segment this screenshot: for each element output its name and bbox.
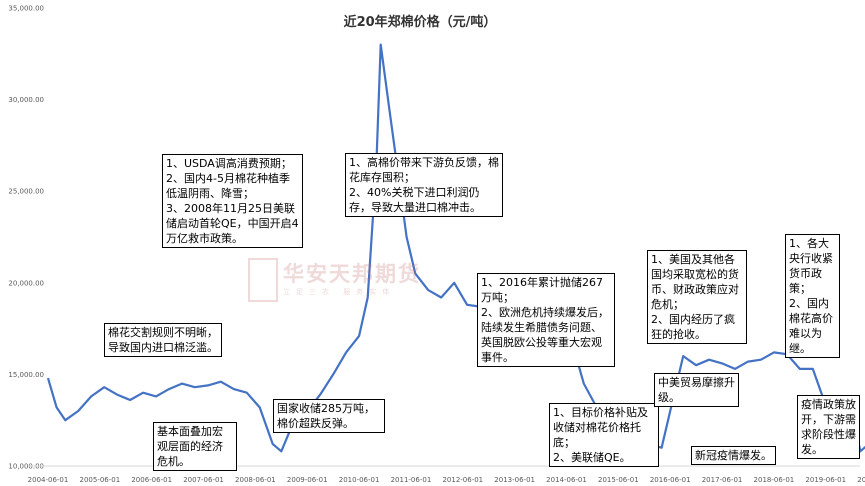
annotation-box: 1、目标价格补贴及收储对棉花价格托底； 2、美联储QE。 [549, 403, 659, 467]
x-tick-label: 2011-06-01 [391, 476, 432, 484]
annotation-box: 棉花交割规则不明晰，导致国内进口棉泛滥。 [104, 323, 222, 357]
x-tick-label: 2019-06-01 [805, 476, 846, 484]
y-tick-label: 15,000.00 [8, 371, 44, 379]
x-tick-label: 2005-06-01 [80, 476, 121, 484]
watermark-text: 华安天邦期货 [283, 262, 421, 286]
annotation-box: 疫情政策放开，下游需求阶段性爆发。 [797, 395, 860, 459]
annotation-box: 新冠疫情爆发。 [691, 446, 776, 465]
x-tick-label: 2020-06-01 [857, 476, 865, 484]
annotation-box: 中美贸易摩擦升级。 [654, 373, 739, 407]
y-tick-label: 30,000.00 [8, 96, 44, 104]
watermark-logo-icon [248, 258, 278, 302]
watermark-subtext: 立足三农 服务实体 [283, 288, 396, 296]
x-tick-label: 2004-06-01 [28, 476, 69, 484]
x-tick-label: 2009-06-01 [287, 476, 328, 484]
y-tick-label: 10,000.00 [8, 463, 44, 471]
y-tick-label: 25,000.00 [8, 188, 44, 196]
x-tick-label: 2014-06-01 [546, 476, 587, 484]
y-axis: 10,000.00 15,000.00 20,000.00 25,000.00 30,0… [8, 5, 44, 471]
y-tick-label: 20,000.00 [8, 279, 44, 287]
annotation-box: 1、2016年累计抛储267万吨； 2、欧洲危机持续爆发后，陆续发生希腊债务问题… [477, 273, 615, 367]
x-tick-label: 2016-06-01 [650, 476, 691, 484]
x-tick-label: 2013-06-01 [494, 476, 535, 484]
annotation-box: 基本面叠加宏观层面的经济危机。 [153, 422, 237, 471]
x-tick-label: 2015-06-01 [598, 476, 639, 484]
x-tick-label: 2010-06-01 [339, 476, 380, 484]
annotation-box: 国家收储285万吨，棉价超跌反弹。 [273, 399, 385, 433]
y-tick-label: 35,000.00 [8, 5, 44, 13]
x-axis: 2004-06-01 2005-06-01 2006-06-01 2007-06-01… [28, 465, 865, 484]
annotation-box: 1、USDA调高消费预期； 2、国内4-5月棉花种植季低温阴雨、降雪； 3、20… [162, 154, 303, 248]
annotation-box: 1、美国及其他各国均采取宽松的货币、财政政策应对危机； 2、国内经历了疯狂的抢收… [647, 250, 747, 344]
x-tick-label: 2017-06-01 [702, 476, 743, 484]
x-tick-label: 2006-06-01 [131, 476, 172, 484]
x-tick-label: 2008-06-01 [235, 476, 276, 484]
annotation-box: 1、各大央行收紧货币政策； 2、国内棉花高价难以为继。 [785, 234, 840, 358]
annotation-box: 1、高棉价带来下游负反馈，棉花库存囤积； 2、40%关税下进口利润仍存，导致大量… [345, 153, 503, 217]
x-tick-label: 2012-06-01 [442, 476, 483, 484]
x-tick-label: 2007-06-01 [183, 476, 224, 484]
x-tick-label: 2018-06-01 [754, 476, 795, 484]
chart-title: 近20年郑棉价格（元/吨） [344, 14, 497, 30]
